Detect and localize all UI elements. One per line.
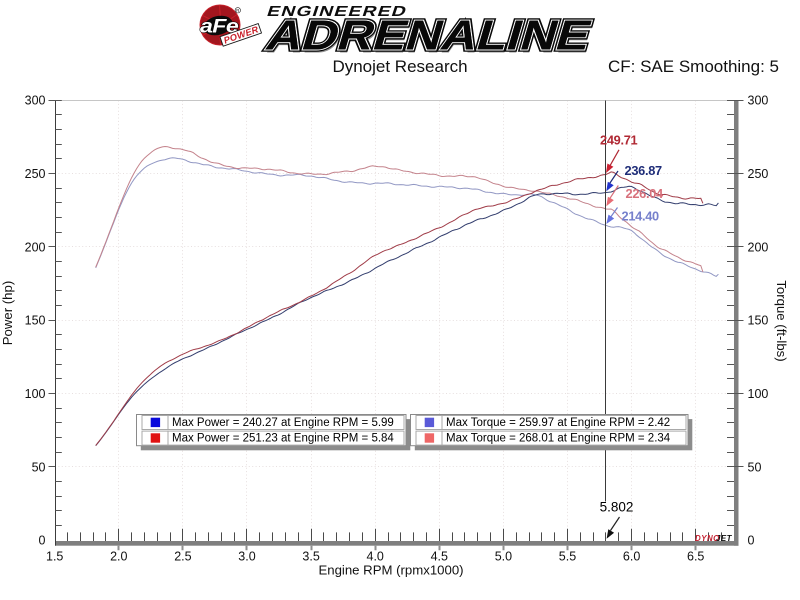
svg-text:236.87: 236.87 xyxy=(625,163,663,178)
svg-text:250: 250 xyxy=(25,167,46,181)
svg-text:DYNO: DYNO xyxy=(695,534,720,543)
svg-text:Max Torque = 268.01 at Engine: Max Torque = 268.01 at Engine RPM = 2.34 xyxy=(446,433,671,445)
svg-text:200: 200 xyxy=(748,240,769,254)
svg-text:2.0: 2.0 xyxy=(110,550,127,564)
svg-text:ADRENALINE: ADRENALINE xyxy=(261,12,597,59)
svg-text:300: 300 xyxy=(748,94,769,108)
svg-text:50: 50 xyxy=(748,460,762,474)
svg-text:3.5: 3.5 xyxy=(302,550,319,564)
svg-text:6.5: 6.5 xyxy=(687,550,704,564)
svg-text:Torque (ft-lbs): Torque (ft-lbs) xyxy=(774,280,789,361)
svg-text:4.0: 4.0 xyxy=(367,550,384,564)
svg-text:100: 100 xyxy=(25,387,46,401)
svg-text:214.40: 214.40 xyxy=(622,209,660,224)
svg-text:5.0: 5.0 xyxy=(495,550,512,564)
svg-text:ENGINEERED: ENGINEERED xyxy=(265,3,410,20)
svg-text:1.5: 1.5 xyxy=(46,550,63,564)
svg-text:0: 0 xyxy=(39,534,46,548)
svg-text:JET: JET xyxy=(716,534,733,543)
svg-text:4.5: 4.5 xyxy=(431,550,448,564)
svg-text:5.802: 5.802 xyxy=(600,500,634,515)
svg-text:226.04: 226.04 xyxy=(626,186,665,201)
svg-text:150: 150 xyxy=(25,314,46,328)
svg-text:5.5: 5.5 xyxy=(559,550,576,564)
svg-text:50: 50 xyxy=(32,460,46,474)
svg-text:300: 300 xyxy=(25,94,46,108)
svg-text:Engine RPM (rpmx1000): Engine RPM (rpmx1000) xyxy=(318,563,463,578)
svg-text:aFe: aFe xyxy=(200,16,239,37)
svg-text:100: 100 xyxy=(748,387,769,401)
svg-text:6.0: 6.0 xyxy=(623,550,640,564)
svg-text:Max Power = 251.23 at Engine R: Max Power = 251.23 at Engine RPM = 5.84 xyxy=(172,433,394,445)
svg-text:3.0: 3.0 xyxy=(238,550,255,564)
svg-text:ADRENALINE: ADRENALINE xyxy=(263,14,599,61)
svg-text:200: 200 xyxy=(25,240,46,254)
svg-text:150: 150 xyxy=(748,314,769,328)
svg-text:250: 250 xyxy=(748,167,769,181)
svg-text:2.5: 2.5 xyxy=(174,550,191,564)
svg-text:249.71: 249.71 xyxy=(600,133,638,148)
svg-text:Max Power = 240.27 at Engine R: Max Power = 240.27 at Engine RPM = 5.99 xyxy=(172,417,394,429)
svg-text:Power (hp): Power (hp) xyxy=(0,281,15,346)
svg-text:0: 0 xyxy=(748,534,755,548)
svg-text:ADRENALINE: ADRENALINE xyxy=(261,12,597,59)
svg-text:R: R xyxy=(236,8,239,13)
svg-text:ADRENALINE: ADRENALINE xyxy=(261,12,597,59)
svg-text:Max Torque = 259.97 at Engine: Max Torque = 259.97 at Engine RPM = 2.42 xyxy=(446,417,670,429)
